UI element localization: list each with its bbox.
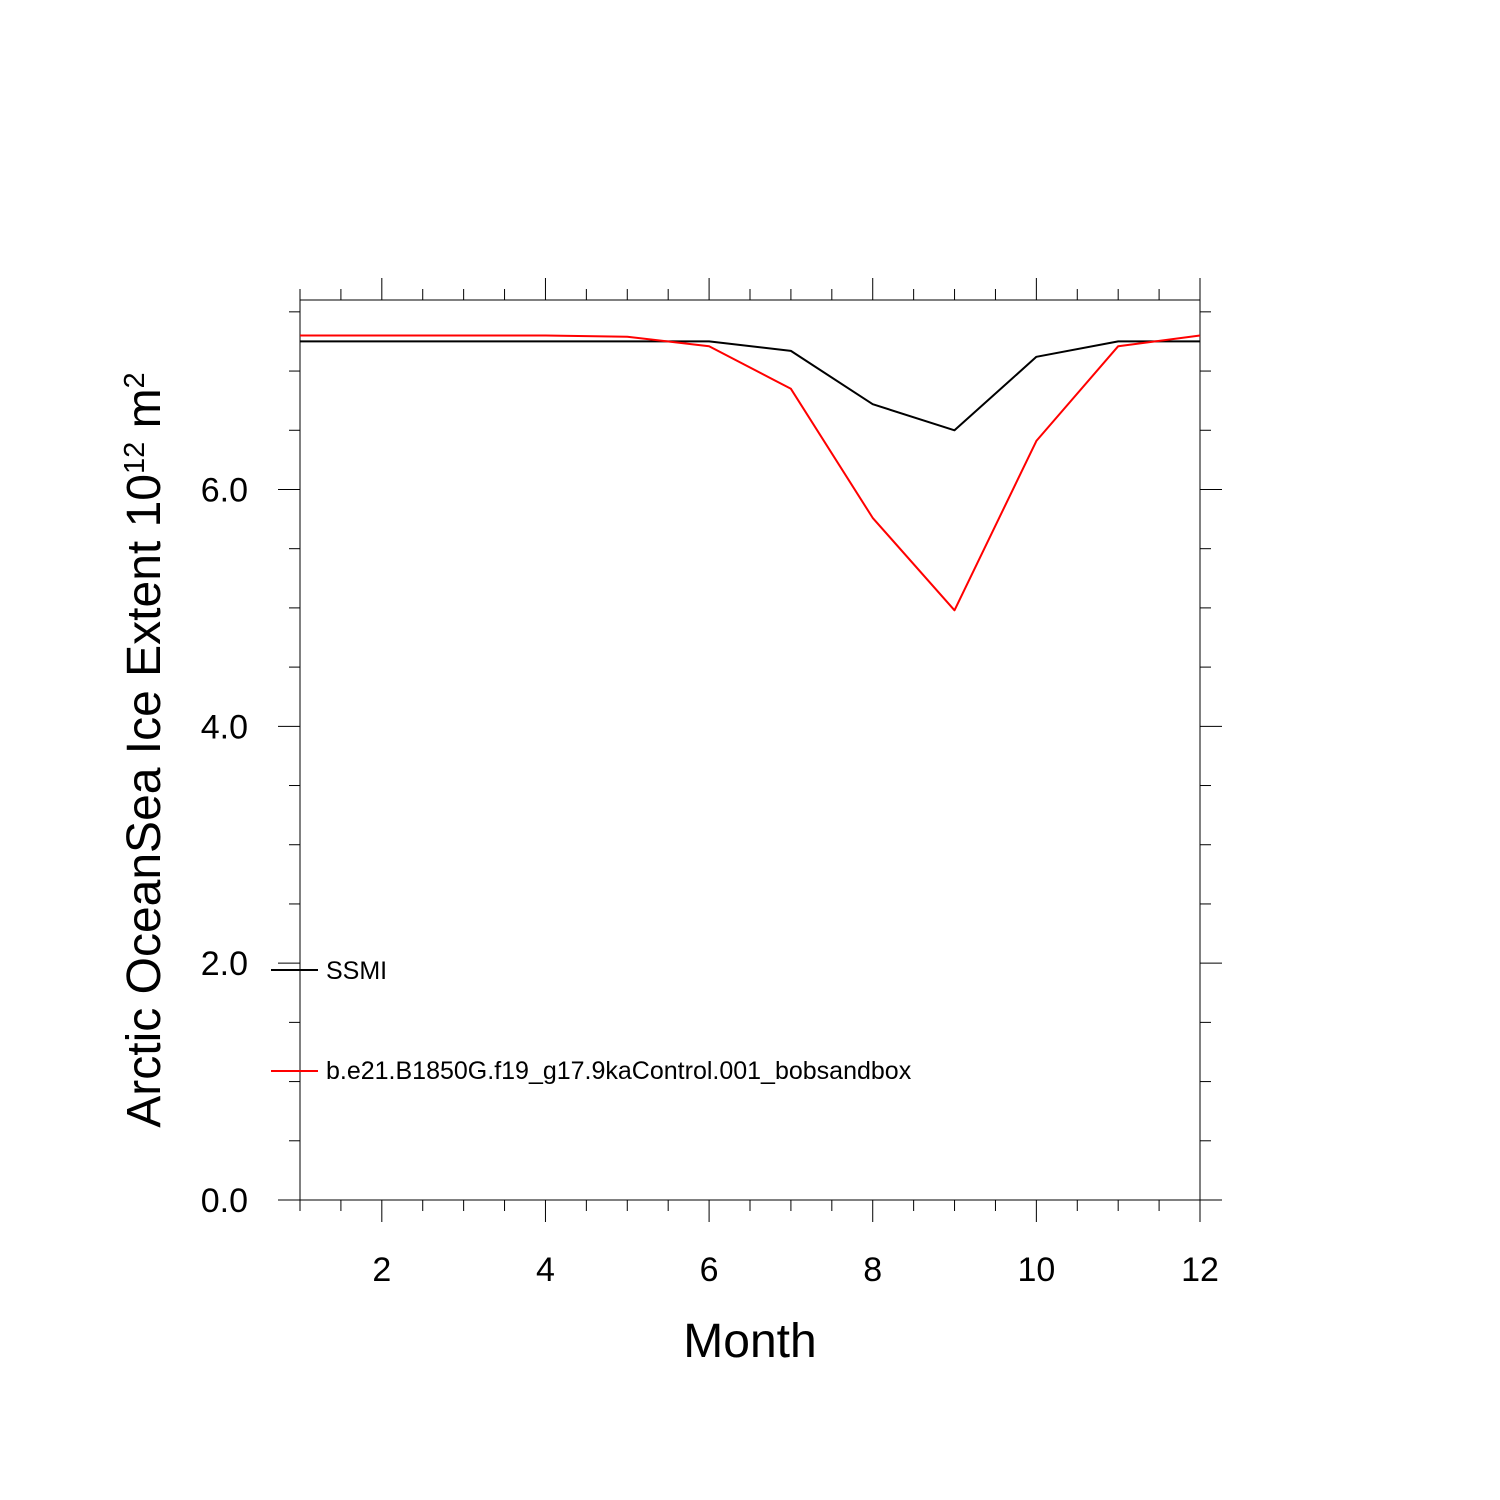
- series-line-model: [300, 334, 1201, 612]
- series-layer: [300, 334, 1201, 612]
- plot-frame: [299, 299, 1201, 1201]
- legend-label-ssmi: SSMI: [326, 957, 387, 985]
- y-axis-title: Arctic OceanSea Ice Extent 1012 m2: [118, 372, 171, 1127]
- minor-ticks: [289, 289, 1211, 1211]
- series-line-ssmi: [300, 340, 1200, 432]
- y-tick-label: 0.0: [201, 1182, 248, 1220]
- x-tick-label: 4: [536, 1251, 555, 1289]
- x-tick-label: 10: [1017, 1251, 1055, 1289]
- y-tick-label: 2.0: [201, 945, 248, 983]
- y-axis-title-unit: m: [118, 388, 171, 441]
- x-tick-label: 2: [372, 1251, 391, 1289]
- y-tick-label: 6.0: [201, 471, 248, 509]
- y-tick-labels: 0.0 2.0 4.0 6.0: [201, 471, 248, 1220]
- x-tick-label: 6: [700, 1251, 719, 1289]
- x-tick-label: 12: [1181, 1251, 1219, 1289]
- legend: SSMI b.e21.B1850G.f19_g17.9kaControl.001…: [271, 957, 912, 1085]
- y-axis-title-exponent: 12: [119, 442, 151, 474]
- y-tick-label: 4.0: [201, 708, 248, 746]
- major-ticks: [278, 278, 1222, 1222]
- y-axis-title-unit-exponent: 2: [119, 372, 151, 388]
- x-axis-title: Month: [683, 1315, 816, 1368]
- legend-label-model: b.e21.B1850G.f19_g17.9kaControl.001_bobs…: [326, 1057, 912, 1085]
- x-tick-label: 8: [863, 1251, 882, 1289]
- y-axis-title-main: Arctic OceanSea Ice Extent 10: [118, 474, 171, 1128]
- x-tick-labels: 2 4 6 8 10 12: [372, 1251, 1219, 1289]
